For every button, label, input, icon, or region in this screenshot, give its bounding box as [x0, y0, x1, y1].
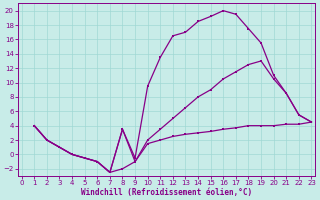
X-axis label: Windchill (Refroidissement éolien,°C): Windchill (Refroidissement éolien,°C) — [81, 188, 252, 197]
